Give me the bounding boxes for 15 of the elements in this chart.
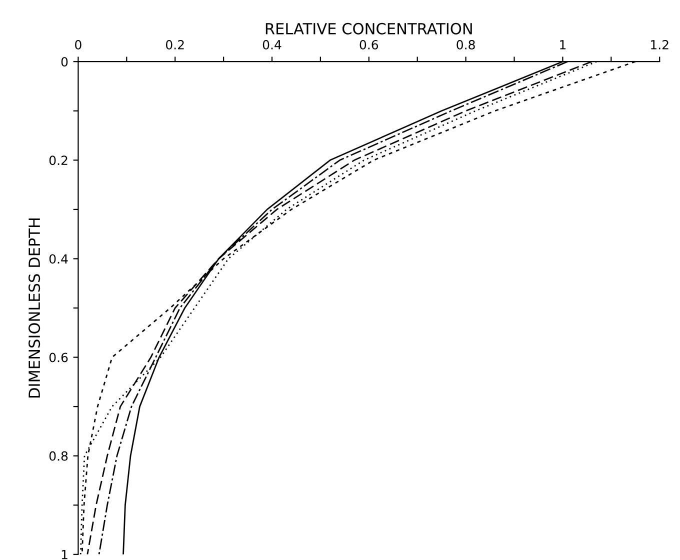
x-tick-label: 0.2 bbox=[166, 40, 184, 50]
x-tick-label: 0.8 bbox=[456, 40, 475, 50]
y-axis-title: DIMENSIONLESS DEPTH bbox=[28, 218, 40, 398]
y-tick-label: 1 bbox=[62, 550, 68, 560]
x-tick-label: 0.6 bbox=[360, 40, 378, 50]
x-tick-label: 1 bbox=[560, 40, 566, 50]
y-tick-label: 0.2 bbox=[49, 156, 68, 166]
x-tick-label: 0 bbox=[75, 40, 82, 50]
y-tick-label: 0.6 bbox=[49, 352, 68, 362]
x-tick-label: 1.2 bbox=[651, 40, 668, 50]
y-tick-label: 0.8 bbox=[49, 451, 68, 461]
y-tick-label: 0.4 bbox=[49, 254, 68, 264]
x-axis-title: RELATIVE CONCENTRATION bbox=[266, 22, 472, 34]
y-tick-label: 0 bbox=[61, 57, 68, 67]
x-tick-label: 0.4 bbox=[262, 40, 282, 50]
